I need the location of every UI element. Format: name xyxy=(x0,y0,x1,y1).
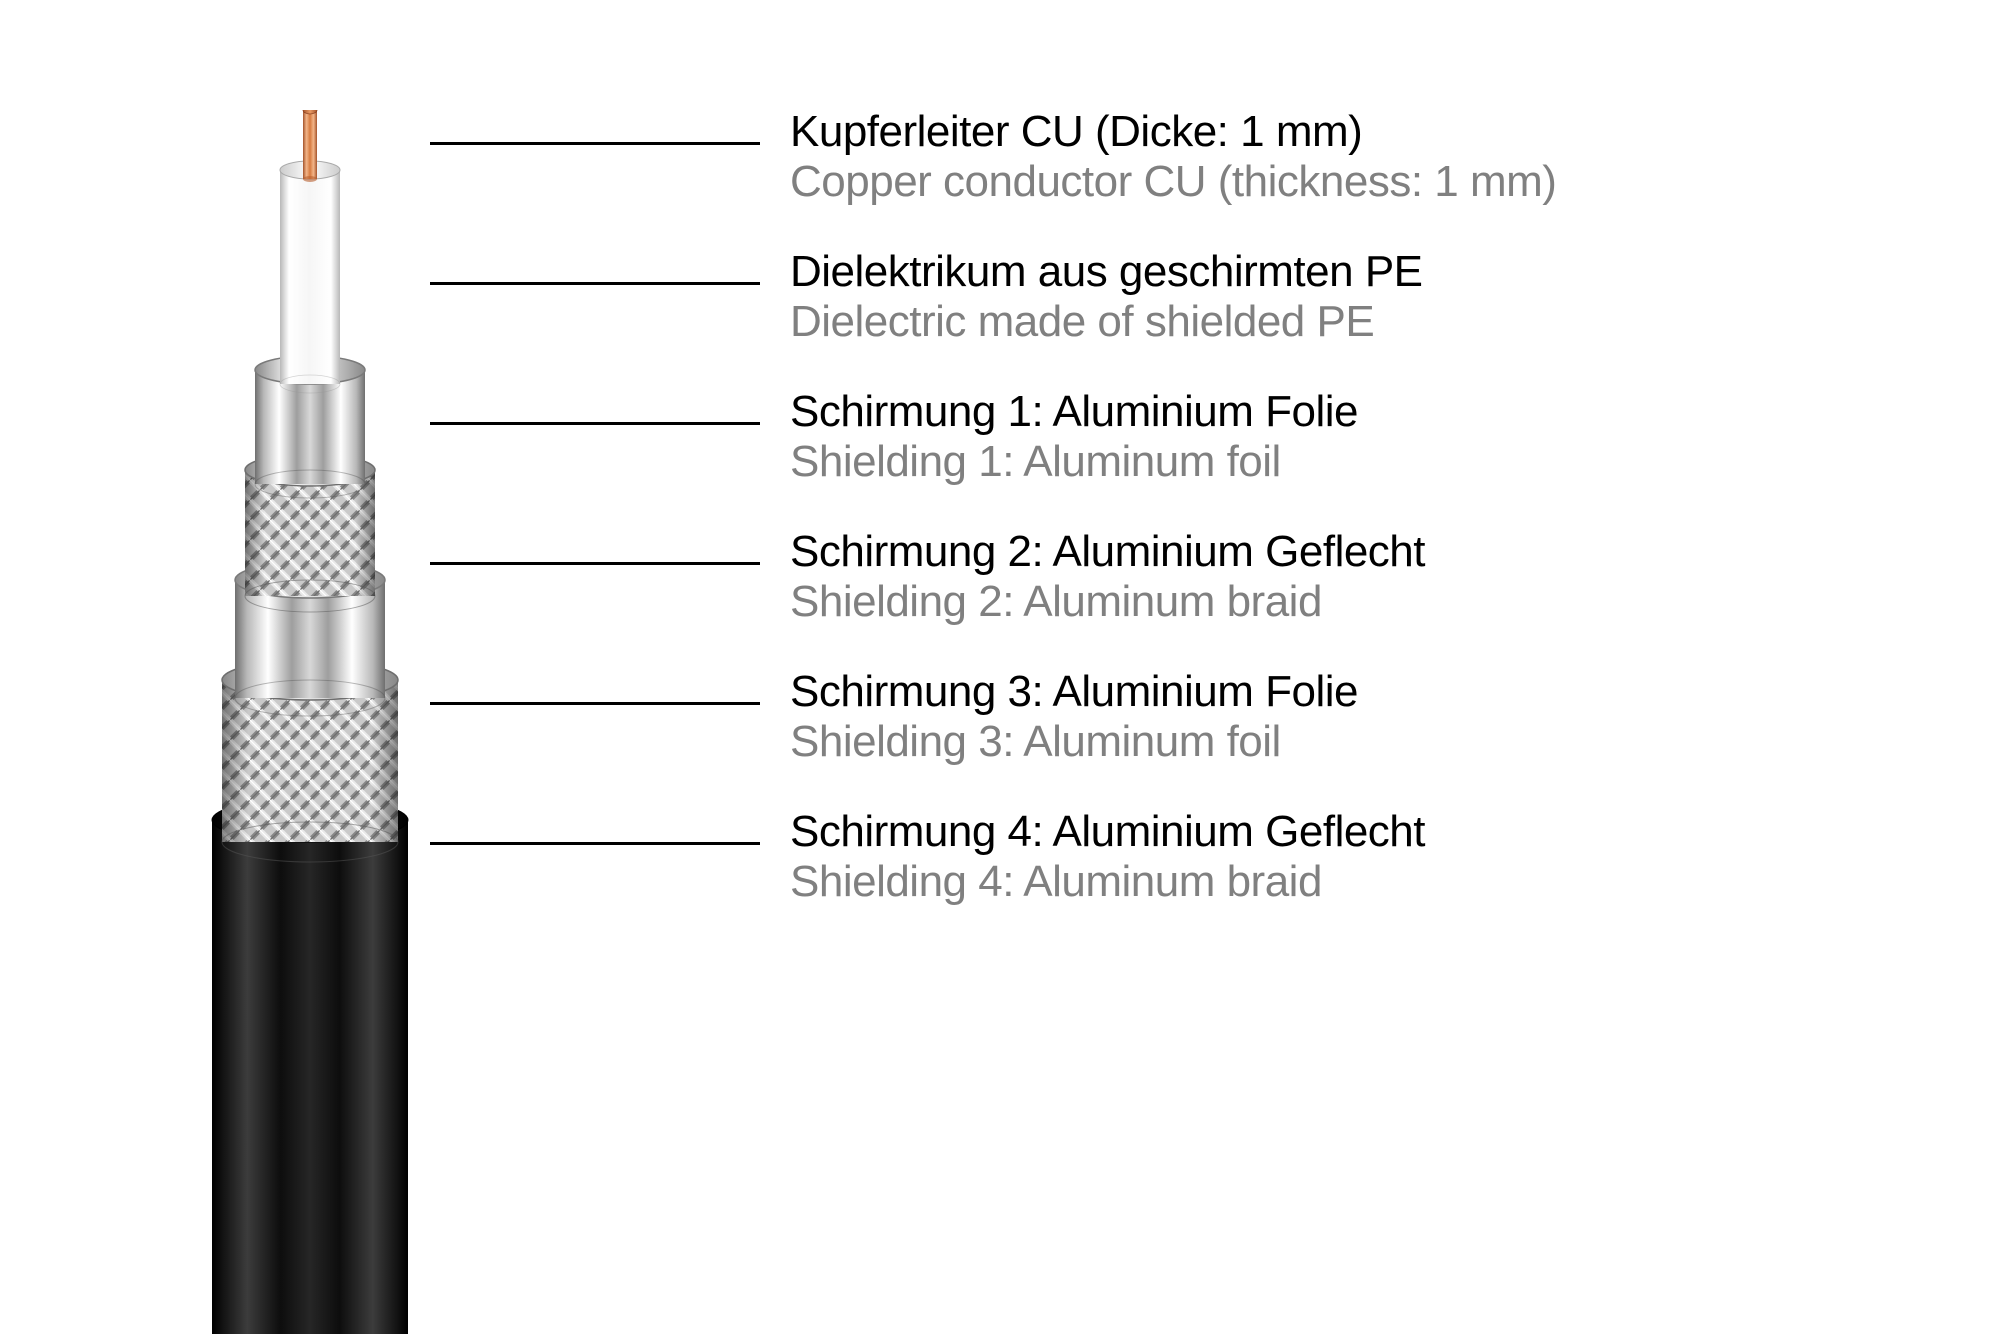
outer-jacket xyxy=(212,798,408,1334)
leader-line-shield4 xyxy=(430,842,760,845)
label-shield4: Schirmung 4: Aluminium Geflecht Shieldin… xyxy=(790,808,1890,907)
leader-line-dielectric xyxy=(430,282,760,285)
label-copper-primary: Kupferleiter CU (Dicke: 1 mm) xyxy=(790,108,1890,156)
label-copper: Kupferleiter CU (Dicke: 1 mm) Copper con… xyxy=(790,108,1890,207)
dielectric xyxy=(280,161,340,393)
leader-line-copper xyxy=(430,142,760,145)
label-shield3-primary: Schirmung 3: Aluminium Folie xyxy=(790,668,1890,716)
leader-line-shield2 xyxy=(430,562,760,565)
label-shield1: Schirmung 1: Aluminium Folie Shielding 1… xyxy=(790,388,1890,487)
diagram-stage: Kupferleiter CU (Dicke: 1 mm) Copper con… xyxy=(0,0,2000,1334)
leader-line-shield1 xyxy=(430,422,760,425)
label-shield1-secondary: Shielding 1: Aluminum foil xyxy=(790,438,1890,486)
leader-line-shield3 xyxy=(430,702,760,705)
label-dielectric-primary: Dielektrikum aus geschirmten PE xyxy=(790,248,1890,296)
label-shield4-secondary: Shielding 4: Aluminum braid xyxy=(790,858,1890,906)
label-dielectric: Dielektrikum aus geschirmten PE Dielectr… xyxy=(790,248,1890,347)
label-shield4-primary: Schirmung 4: Aluminium Geflecht xyxy=(790,808,1890,856)
label-shield3: Schirmung 3: Aluminium Folie Shielding 3… xyxy=(790,668,1890,767)
label-dielectric-secondary: Dielectric made of shielded PE xyxy=(790,298,1890,346)
cable-illustration xyxy=(160,110,480,1334)
label-shield1-primary: Schirmung 1: Aluminium Folie xyxy=(790,388,1890,436)
label-copper-secondary: Copper conductor CU (thickness: 1 mm) xyxy=(790,158,1890,206)
label-shield3-secondary: Shielding 3: Aluminum foil xyxy=(790,718,1890,766)
label-shield2-secondary: Shielding 2: Aluminum braid xyxy=(790,578,1890,626)
label-shield2-primary: Schirmung 2: Aluminium Geflecht xyxy=(790,528,1890,576)
copper-core xyxy=(303,110,317,182)
label-shield2: Schirmung 2: Aluminium Geflecht Shieldin… xyxy=(790,528,1890,627)
